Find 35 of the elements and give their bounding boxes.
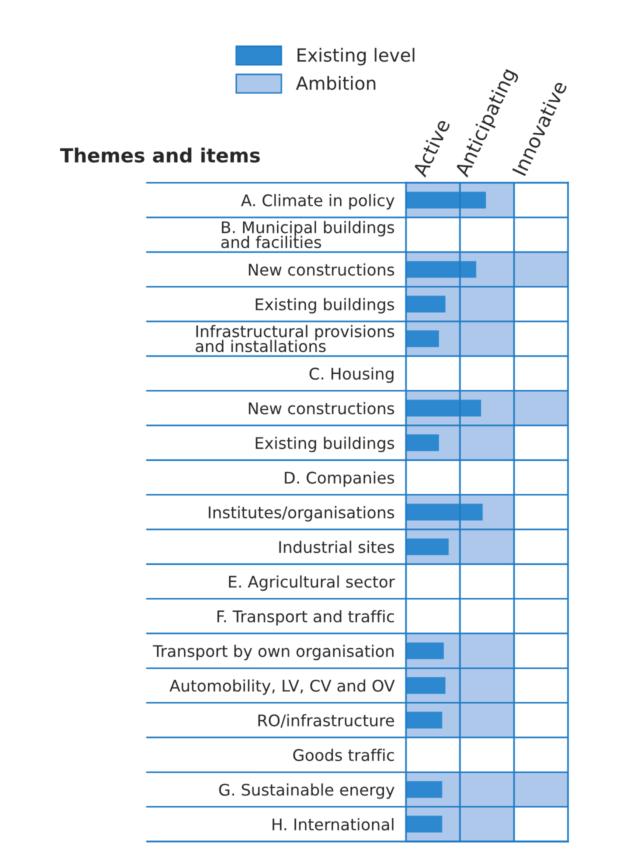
y-tick-label: Industrial sites [279,540,394,554]
bar [406,538,449,556]
bar [406,296,446,312]
y-tick-label: Transport by own organisation [152,644,394,660]
legend-label: Existing level [298,48,414,66]
bar [406,642,444,660]
y-tick-label: C. Housing [310,367,394,383]
y-tick-label: Existing buildings [256,298,394,314]
y-tick-label: D. Companies [284,471,394,487]
y-tick-label: F. Transport and traffic [217,610,394,626]
bar [406,330,439,348]
bar [406,434,439,452]
bar [406,400,482,416]
y-axis-title: Themes and items [60,148,260,163]
y-tick-label: Institutes/organisations [208,506,394,522]
y-tick-label: Existing buildings [256,436,394,452]
bar [406,677,446,694]
bar [406,712,442,729]
y-tick-label: Infrastructural provisions and installations [196,324,394,352]
y-tick-label: New constructions [248,402,394,414]
y-tick-label: Goods traffic [293,748,394,762]
bar [406,192,486,208]
bar [406,816,442,833]
legend-label: Ambition [296,76,376,90]
y-tick-label: H. International [272,818,394,830]
y-tick-label: G. Sustainable energy [219,783,394,799]
y-tick-label: New constructions [248,263,394,276]
y-tick-label: E. Agricultural sector [229,575,395,591]
bar [406,261,476,278]
y-tick-label: B. Municipal buildings and facilities [221,220,394,248]
y-tick-label: Automobility, LV, CV and OV [170,679,395,695]
y-tick-label: A. Climate in policy [241,194,394,210]
bar [406,504,483,520]
y-tick-label: RO/infrastructure [258,714,394,728]
bar [406,781,442,798]
